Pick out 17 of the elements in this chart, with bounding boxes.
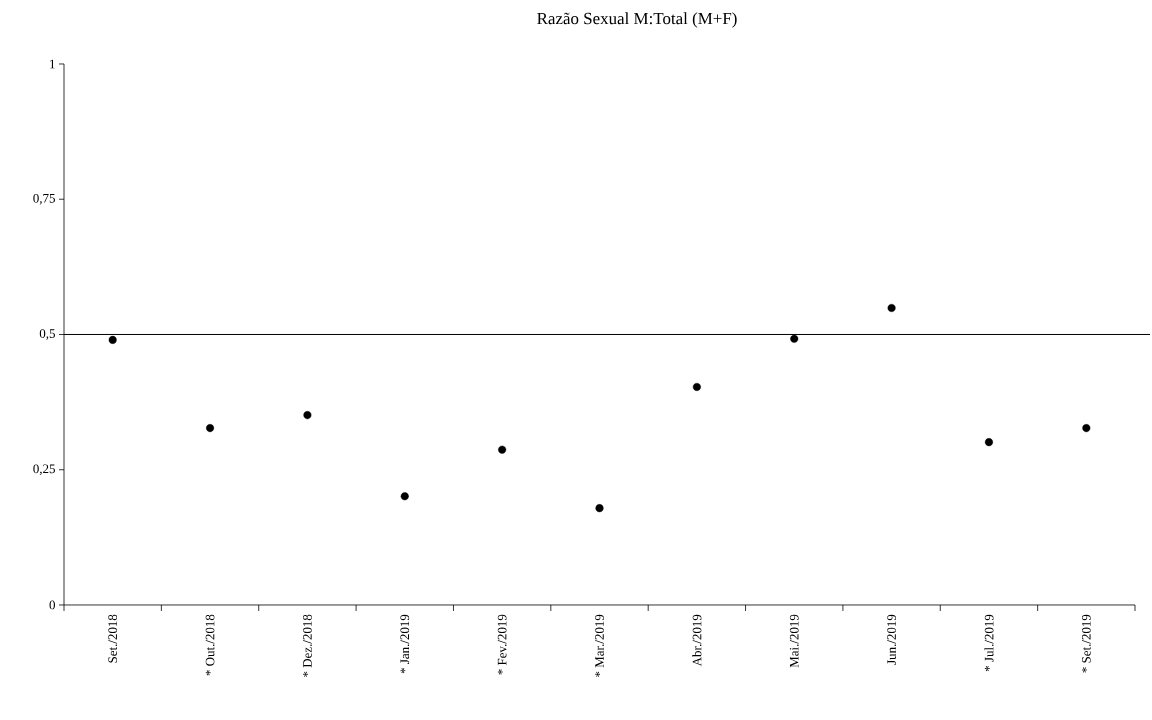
x-tick-label: * Set./2019	[1081, 614, 1091, 673]
x-tick-label: * Fev./2019	[497, 614, 507, 675]
y-tick-label: 0,75	[33, 193, 55, 205]
x-tick-label: * Dez./2018	[303, 614, 312, 677]
y-tick-label: 1	[50, 59, 55, 69]
x-tick-label: * Out./2018	[205, 614, 215, 676]
x-tick-label: * Jul./2019	[984, 614, 994, 672]
x-tick-label: Abr./2019	[692, 614, 702, 667]
x-tick-label: * Jan./2019	[400, 614, 410, 674]
y-tick-label: 0,5	[39, 329, 55, 340]
x-tick-label: Jun./2019	[887, 614, 896, 665]
y-tick-label: 0,25	[33, 464, 55, 476]
x-tick-label: * Mar./2019	[595, 614, 604, 677]
x-tick-label: Set./2018	[108, 614, 118, 663]
y-tick-label: 0	[49, 600, 55, 610]
x-tick-label: Mai./2019	[789, 614, 799, 668]
chart-title: Razão Sexual M:Total (M+F)	[537, 12, 737, 28]
